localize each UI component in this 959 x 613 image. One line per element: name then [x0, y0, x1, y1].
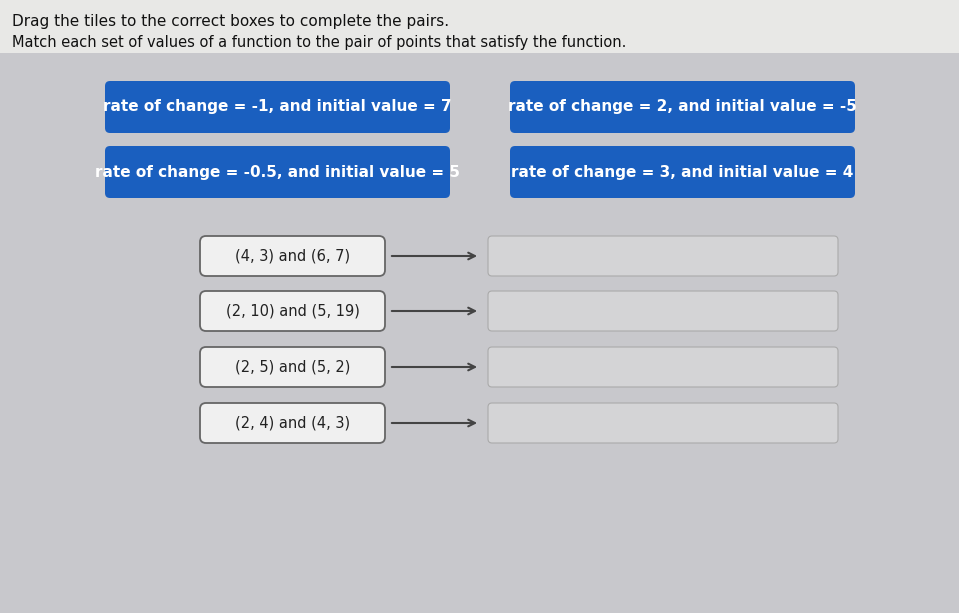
FancyBboxPatch shape: [105, 81, 450, 133]
Text: (4, 3) and (6, 7): (4, 3) and (6, 7): [235, 248, 350, 264]
FancyBboxPatch shape: [200, 403, 385, 443]
FancyBboxPatch shape: [200, 291, 385, 331]
FancyBboxPatch shape: [488, 403, 838, 443]
FancyBboxPatch shape: [200, 236, 385, 276]
Text: rate of change = 2, and initial value = -5: rate of change = 2, and initial value = …: [508, 99, 857, 115]
FancyBboxPatch shape: [200, 347, 385, 387]
Text: (2, 4) and (4, 3): (2, 4) and (4, 3): [235, 416, 350, 430]
Text: Drag the tiles to the correct boxes to complete the pairs.: Drag the tiles to the correct boxes to c…: [12, 14, 449, 29]
FancyBboxPatch shape: [510, 81, 855, 133]
FancyBboxPatch shape: [488, 347, 838, 387]
FancyBboxPatch shape: [510, 146, 855, 198]
Text: rate of change = 3, and initial value = 4: rate of change = 3, and initial value = …: [511, 164, 854, 180]
Text: (2, 5) and (5, 2): (2, 5) and (5, 2): [235, 359, 350, 375]
FancyBboxPatch shape: [488, 291, 838, 331]
FancyBboxPatch shape: [105, 146, 450, 198]
FancyBboxPatch shape: [0, 0, 959, 53]
Text: (2, 10) and (5, 19): (2, 10) and (5, 19): [225, 303, 360, 319]
Text: Match each set of values of a function to the pair of points that satisfy the fu: Match each set of values of a function t…: [12, 35, 626, 50]
Text: rate of change = -0.5, and initial value = 5: rate of change = -0.5, and initial value…: [95, 164, 460, 180]
FancyBboxPatch shape: [488, 236, 838, 276]
Text: rate of change = -1, and initial value = 7: rate of change = -1, and initial value =…: [104, 99, 452, 115]
